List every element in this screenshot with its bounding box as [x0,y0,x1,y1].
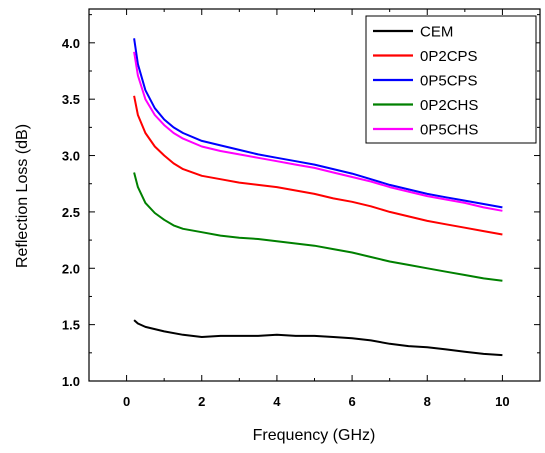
x-tick-label: 4 [273,394,281,409]
y-tick-label: 3.5 [62,92,80,107]
y-tick-label: 1.0 [62,374,80,389]
x-tick-label: 2 [198,394,205,409]
x-axis-title: Frequency (GHz) [253,427,376,444]
series-line-0p2chs [133,172,503,282]
x-tick-label: 0 [123,394,130,409]
series-line-0p5cps [133,38,503,209]
x-tick-label: 10 [495,394,509,409]
tick-layer: 0 2 4 6 8 10 1.0 1.5 2.0 2.5 3.0 3.5 4.0 [62,9,541,409]
y-tick-label: 2.0 [62,261,80,276]
series-line-0p5chs [133,51,503,212]
legend-label-0p5cps: 0P5CPS [420,73,478,90]
legend-label-0p2chs: 0P2CHS [420,97,478,114]
y-tick-label: 3.0 [62,149,80,164]
legend: CEM 0P2CPS 0P5CPS 0P2CHS 0P5CHS [365,15,537,144]
y-axis-title: Reflection Loss (dB) [14,124,31,268]
y-tick-label: 2.5 [62,205,80,220]
series-layer [133,38,503,357]
y-tick-label: 1.5 [62,318,80,333]
legend-label-0p2cps: 0P2CPS [420,48,478,65]
legend-label-0p5chs: 0P5CHS [420,122,478,139]
x-tick-label: 6 [348,394,355,409]
series-line-cem [133,319,503,357]
series-line-0p2cps [133,95,503,236]
y-tick-label: 4.0 [62,36,80,51]
legend-label-cem: CEM [420,24,453,41]
x-tick-label: 8 [424,394,431,409]
